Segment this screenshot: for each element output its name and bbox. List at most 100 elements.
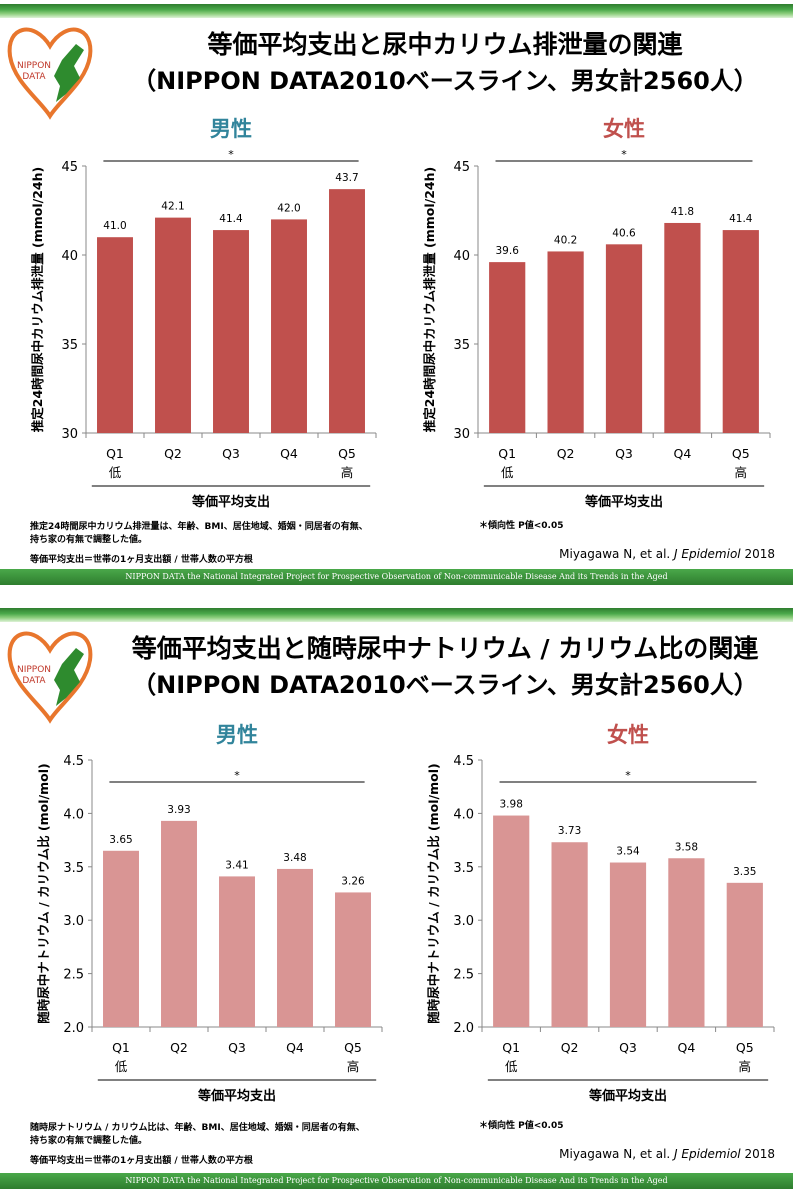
bar-Q4 — [664, 222, 701, 433]
bar-Q3 — [219, 876, 255, 1027]
y-tick-label: 4.5 — [453, 754, 474, 769]
x-tick-label: Q2 — [164, 446, 182, 461]
chart-title: 女性 — [603, 117, 645, 141]
x-tick-sublabel: 低 — [109, 465, 122, 480]
data-label: 42.0 — [277, 202, 300, 214]
x-tick-sublabel: 低 — [115, 1059, 128, 1074]
x-tick-label: Q4 — [674, 446, 692, 461]
x-tick-sublabel: 高 — [341, 465, 354, 480]
y-tick-label: 4.0 — [63, 807, 84, 822]
x-tick-label: Q1 — [106, 446, 124, 461]
chart-title: 男性 — [210, 117, 252, 141]
y-axis-label: 随時尿中ナトリウム / カリウム比 (mol/mol) — [426, 763, 441, 1023]
x-tick-sublabel: 低 — [501, 465, 514, 480]
x-tick-label: Q5 — [338, 446, 356, 461]
y-tick-label: 40 — [453, 249, 470, 264]
definition-note: 等価平均支出＝世帯の1ヶ月支出額 / 世帯人数の平方根 — [30, 555, 253, 565]
y-tick-label: 2.5 — [63, 968, 84, 983]
x-tick-sublabel: 低 — [505, 1059, 518, 1074]
bar-Q5 — [335, 892, 371, 1027]
x-tick-sublabel: 高 — [347, 1059, 360, 1074]
y-axis-label: 随時尿中ナトリウム / カリウム比 (mol/mol) — [36, 763, 51, 1023]
trend-p-note: ＊傾向性 P値<0.05 — [479, 1121, 564, 1131]
data-label: 42.1 — [161, 201, 184, 213]
data-label: 40.6 — [612, 227, 636, 239]
significance-marker: * — [625, 769, 631, 782]
y-tick-label: 45 — [453, 160, 470, 175]
nippon-data-logo: NIPPON DATA — [7, 27, 93, 120]
bar-Q2 — [547, 251, 584, 433]
x-tick-label: Q3 — [619, 1040, 637, 1055]
svg-text:NIPPON: NIPPON — [17, 61, 51, 71]
x-axis-label: 等価平均支出 — [191, 494, 270, 510]
x-tick-label: Q4 — [678, 1040, 696, 1055]
footer-bar: NIPPON DATA the National Integrated Proj… — [0, 569, 793, 585]
y-tick-label: 45 — [61, 160, 78, 175]
x-tick-label: Q1 — [502, 1040, 520, 1055]
y-axis-label: 推定24時間尿中カリウム排泄量 (mmol/24h) — [30, 167, 45, 432]
citation: Miyagawa N, et al. J Epidemiol 2018 — [559, 547, 775, 561]
slide-na-k-ratio: NIPPON DATA 等価平均支出と随時尿中ナトリウム / カリウム比の関連 … — [0, 604, 793, 1189]
x-tick-label: Q3 — [228, 1040, 246, 1055]
x-axis-label: 等価平均支出 — [197, 1088, 276, 1104]
definition-note: 等価平均支出＝世帯の1ヶ月支出額 / 世帯人数の平方根 — [30, 1156, 253, 1166]
nippon-data-logo: NIPPON DATA — [7, 631, 93, 724]
bar-Q2 — [161, 820, 197, 1027]
x-tick-label: Q1 — [498, 446, 516, 461]
x-tick-label: Q5 — [344, 1040, 362, 1055]
footer-bar: NIPPON DATA the National Integrated Proj… — [0, 1173, 793, 1189]
x-tick-label: Q4 — [280, 446, 298, 461]
data-label: 3.41 — [225, 859, 248, 871]
data-label: 3.65 — [109, 834, 132, 846]
bar-Q1 — [489, 262, 526, 433]
data-label: 3.73 — [558, 825, 581, 837]
y-tick-label: 40 — [61, 249, 78, 264]
significance-marker: * — [621, 148, 627, 161]
bar-Q3 — [609, 862, 647, 1027]
bar-Q1 — [493, 815, 530, 1027]
data-label: 3.93 — [167, 804, 190, 816]
adjustment-note-line1: 推定24時間尿中カリウム排泄量は、年齢、BMI、居住地域、婚姻・同居者の有無、 — [30, 522, 368, 532]
data-label: 3.58 — [675, 841, 698, 853]
y-axis-label: 推定24時間尿中カリウム排泄量 (mmol/24h) — [422, 167, 437, 432]
x-tick-label: Q2 — [557, 446, 575, 461]
data-label: 41.4 — [729, 213, 753, 225]
y-tick-label: 3.5 — [63, 861, 84, 876]
x-tick-label: Q3 — [222, 446, 240, 461]
bar-Q2 — [551, 842, 588, 1027]
bar-Q4 — [271, 219, 307, 433]
y-tick-label: 2.0 — [453, 1021, 474, 1036]
y-tick-label: 30 — [453, 427, 470, 442]
data-label: 3.48 — [283, 852, 306, 864]
bar-Q4 — [277, 868, 313, 1027]
data-label: 41.4 — [219, 213, 243, 225]
data-label: 3.98 — [500, 799, 523, 811]
svg-text:DATA: DATA — [22, 676, 46, 686]
y-tick-label: 2.5 — [453, 968, 474, 983]
adjustment-note-line1: 随時尿ナトリウム / カリウム比は、年齢、BMI、居住地域、婚姻・同居者の有無、 — [30, 1123, 365, 1133]
y-tick-label: 4.5 — [63, 754, 84, 769]
y-tick-label: 3.5 — [453, 861, 474, 876]
data-label: 43.7 — [335, 172, 358, 184]
svg-text:NIPPON: NIPPON — [17, 665, 51, 675]
x-tick-label: Q3 — [615, 446, 633, 461]
bar-Q5 — [722, 230, 759, 433]
bar-Q5 — [726, 882, 763, 1027]
x-tick-label: Q1 — [112, 1040, 130, 1055]
significance-marker: * — [228, 148, 234, 161]
bar-Q2 — [155, 217, 191, 433]
data-label: 41.8 — [671, 206, 694, 218]
data-label: 40.2 — [554, 234, 577, 246]
y-tick-label: 2.0 — [63, 1021, 84, 1036]
adjustment-note-line2: 持ち家の有無で調整した値。 — [30, 1136, 148, 1146]
bar-Q1 — [97, 237, 133, 433]
x-tick-label: Q2 — [170, 1040, 188, 1055]
y-tick-label: 35 — [453, 338, 470, 353]
x-tick-label: Q5 — [732, 446, 750, 461]
x-tick-label: Q5 — [736, 1040, 754, 1055]
